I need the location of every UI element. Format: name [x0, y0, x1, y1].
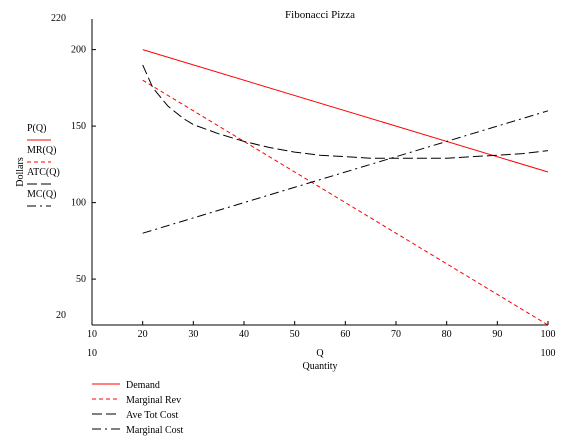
series-line-0: [142, 49, 549, 173]
x-axis-label: Quantity: [303, 361, 338, 372]
variable-label-2: ATC(Q): [27, 167, 60, 178]
y-tick-label: 50: [76, 274, 86, 285]
y-tick-label: 100: [71, 198, 86, 209]
x-tick-label: 100: [541, 329, 556, 340]
x-tick-label: 40: [239, 329, 249, 340]
y-tick-label: 150: [71, 121, 86, 132]
y-ticks: 50 100 150 200: [71, 45, 96, 285]
y-tick-label: 200: [71, 45, 86, 56]
x-axis-variable: Q: [316, 348, 324, 359]
legend-entry-3: Marginal Cost: [126, 425, 184, 436]
legend-entry-2: Ave Tot Cost: [126, 410, 178, 421]
x-limit-max-label: 100: [541, 348, 556, 359]
variable-label-0: P(Q): [27, 123, 46, 134]
x-tick-label: 60: [340, 329, 350, 340]
y-limit-min-label: 20: [56, 310, 66, 321]
variable-labels: P(Q) MR(Q) ATC(Q) MC(Q): [27, 123, 60, 207]
legend: Demand Marginal Rev Ave Tot Cost Marginal C…: [92, 380, 184, 436]
y-axis-label: Dollars: [15, 157, 26, 187]
x-tick-label: 10: [87, 329, 97, 340]
x-tick-label: 80: [442, 329, 452, 340]
series-lines: [142, 49, 549, 326]
y-limit-max-label: 220: [51, 13, 66, 24]
x-tick-label: 20: [138, 329, 148, 340]
x-tick-label: 30: [188, 329, 198, 340]
chart-title: Fibonacci Pizza: [285, 9, 355, 21]
plot-frame: [91, 19, 548, 326]
legend-entry-0: Demand: [126, 380, 160, 391]
x-tick-label: 50: [290, 329, 300, 340]
series-line-2: [142, 64, 549, 159]
x-limit-min-label: 10: [87, 348, 97, 359]
variable-label-1: MR(Q): [27, 145, 56, 156]
series-line-3: [142, 110, 549, 234]
x-tick-label: 70: [391, 329, 401, 340]
x-ticks: 10 20 30 40 50 60 70 80 90 100: [87, 321, 556, 340]
series-line-1: [142, 79, 549, 326]
legend-entry-1: Marginal Rev: [126, 395, 181, 406]
variable-label-3: MC(Q): [27, 189, 56, 200]
x-tick-label: 90: [492, 329, 502, 340]
